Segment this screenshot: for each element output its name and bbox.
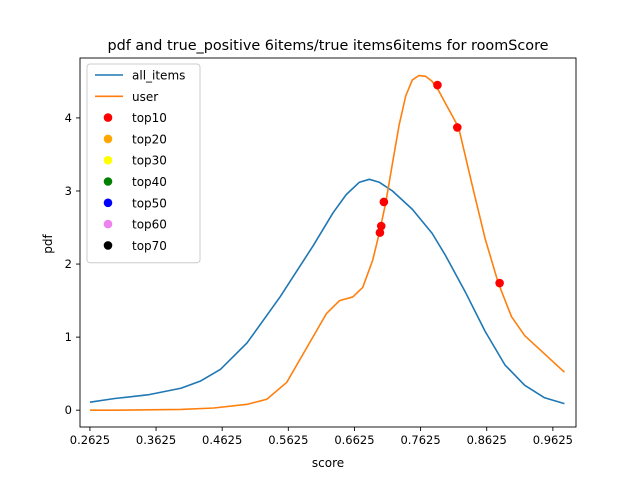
- point-top10: [433, 80, 442, 90]
- legend-label-top10: top10: [132, 111, 167, 125]
- x-tick-label: 0.8625: [467, 433, 507, 447]
- y-axis-label: pdf: [41, 234, 55, 254]
- chart-title: pdf and true_positive 6items/true items6…: [107, 38, 548, 54]
- legend-label-top20: top20: [132, 132, 167, 146]
- legend-marker-top60: [103, 219, 113, 229]
- x-tick-label: 0.4625: [202, 433, 242, 447]
- legend-marker-top50: [103, 198, 113, 208]
- y-tick-label: 4: [65, 111, 72, 125]
- x-tick-label: 0.3625: [136, 433, 176, 447]
- point-top10: [379, 197, 389, 207]
- legend-label-top70: top70: [132, 239, 167, 253]
- x-tick-label: 0.7625: [400, 433, 440, 447]
- legend-box: [86, 63, 201, 264]
- x-tick-label: 0.2625: [70, 433, 110, 447]
- x-tick-label: 0.5625: [268, 433, 308, 447]
- legend-label-top50: top50: [132, 196, 167, 210]
- legend-marker-top30: [103, 155, 113, 165]
- legend-label-top60: top60: [132, 218, 167, 232]
- legend-marker-top40: [103, 177, 113, 186]
- axes: 0.2625 0.3625 0.4625 0.5625 0.6625 0.7625 0.86…: [65, 57, 577, 447]
- plot-area: [89, 74, 565, 411]
- series-line-user: [89, 74, 565, 411]
- legend-marker-top70: [103, 241, 113, 250]
- x-tick-label: 0.9625: [533, 433, 573, 447]
- legend-label-all-items: all_items: [132, 69, 185, 83]
- plot-frame: [79, 57, 577, 428]
- point-top10: [495, 278, 504, 288]
- x-tick-label: 0.6625: [334, 433, 374, 447]
- legend-marker-top10: [103, 113, 113, 122]
- legend-label-user: user: [132, 90, 158, 104]
- y-tick-label: 3: [65, 184, 72, 198]
- point-top10: [375, 228, 385, 237]
- legend-label-top30: top30: [132, 154, 167, 168]
- legend-label-top40: top40: [132, 175, 167, 189]
- legend-marker-top20: [103, 134, 113, 144]
- series-line-all-items: [89, 178, 565, 405]
- y-tick-label: 0: [65, 403, 72, 417]
- x-axis-label: score: [312, 456, 344, 470]
- point-top10: [376, 221, 386, 231]
- y-tick-label: 1: [65, 330, 72, 344]
- y-tick-label: 2: [65, 257, 72, 271]
- point-top10: [452, 123, 462, 132]
